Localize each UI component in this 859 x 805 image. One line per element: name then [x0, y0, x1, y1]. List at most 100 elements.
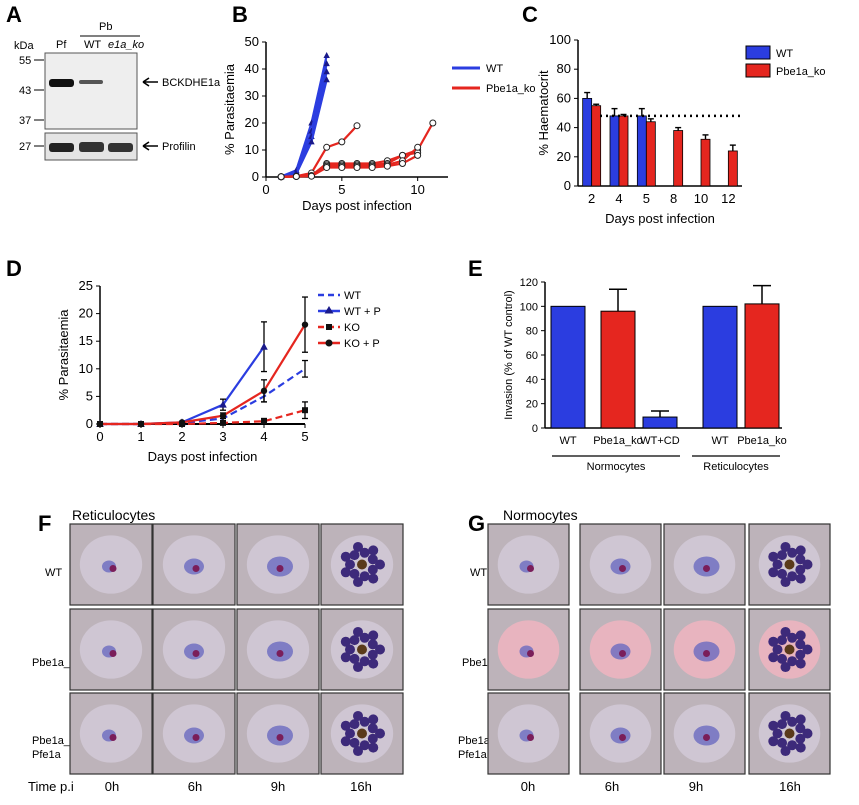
b-point — [338, 164, 346, 172]
legend-c-wt-swatch — [745, 45, 771, 60]
merozoite — [367, 723, 378, 734]
arrow-bckdhe1a — [142, 77, 158, 87]
merozoite — [349, 568, 360, 579]
c-bar — [609, 115, 620, 187]
merozoite — [368, 714, 379, 725]
d-point — [301, 321, 309, 328]
d-point — [302, 407, 308, 414]
e-bar — [744, 303, 780, 429]
chart-d-parasitaemia: 0 5 10 15 20 25 0 1 2 3 4 5 Days post infection % Par… — [56, 278, 309, 464]
parasite-nucleus — [276, 565, 284, 572]
c-xtick-label: 2 — [588, 191, 595, 206]
row-label-f-wt: WT — [45, 567, 62, 579]
d-series-line — [100, 367, 306, 426]
mw-marker-37: 37 — [19, 115, 31, 127]
merozoite — [349, 653, 360, 664]
arrow-profilin — [142, 141, 158, 151]
b-xtick-label: 0 — [262, 182, 269, 197]
lane-label-ko: e1a_ko — [108, 39, 144, 51]
e-ytick-label: 40 — [526, 374, 538, 386]
parasite-nucleus — [619, 650, 626, 657]
c-bar — [673, 130, 684, 187]
col-label-f-9h: 9h — [271, 779, 285, 794]
merozoite — [795, 723, 806, 734]
parasite-nucleus — [109, 565, 117, 572]
band-profilin-pf — [49, 143, 74, 152]
merozoite — [802, 559, 813, 570]
blot-bckdhe1a — [44, 52, 138, 130]
c-xtick-label: 8 — [670, 191, 677, 206]
micrograph-grid-reticulocytes — [69, 523, 404, 775]
e-bar — [600, 310, 636, 429]
merozoite — [340, 736, 351, 747]
band-profilin-ko — [108, 143, 133, 152]
merozoite — [795, 742, 806, 753]
b-xtick-label: 10 — [410, 182, 424, 197]
b-series-line — [281, 154, 419, 178]
d-point — [219, 412, 227, 419]
panel-letter-a: A — [6, 2, 22, 27]
merozoite — [780, 626, 791, 637]
b-point — [323, 143, 331, 151]
panel-f-title: Reticulocytes — [72, 507, 155, 523]
parasite-nucleus — [527, 650, 534, 657]
merozoite — [345, 644, 355, 655]
merozoite — [777, 653, 788, 664]
d-point — [260, 387, 268, 395]
b-ytick-label: 30 — [245, 88, 259, 103]
b-point — [414, 143, 422, 151]
panel-letter-d: D — [6, 256, 22, 281]
b-x-axis-title: Days post infection — [302, 198, 412, 213]
b-point — [323, 164, 331, 172]
b-point — [292, 172, 300, 180]
merozoite — [367, 649, 378, 660]
merozoite — [795, 639, 806, 650]
merozoite — [367, 639, 378, 650]
b-point — [429, 119, 437, 127]
merozoite — [340, 652, 351, 663]
b-point — [338, 138, 346, 146]
merozoite — [777, 737, 788, 748]
merozoite — [349, 719, 360, 730]
merozoite — [768, 736, 779, 747]
merozoite — [368, 630, 379, 641]
merozoite — [352, 541, 363, 552]
panel-letter-c: C — [522, 2, 538, 27]
b-point — [277, 173, 285, 181]
b-ytick-label: 20 — [245, 115, 259, 130]
col-label-f-0h: 0h — [105, 779, 119, 794]
parasite-nucleus — [109, 650, 117, 657]
hemozoin — [357, 728, 367, 739]
merozoite — [359, 740, 370, 751]
merozoite — [780, 541, 791, 552]
d-point — [260, 342, 268, 350]
c-x-axis-title: Days post infection — [605, 211, 715, 226]
merozoite — [349, 737, 360, 748]
panel-g-title: Normocytes — [503, 507, 578, 523]
merozoite — [802, 644, 813, 655]
merozoite — [368, 545, 379, 556]
lane-label-wt: WT — [84, 39, 101, 51]
d-point — [178, 419, 186, 426]
mw-marker-27: 27 — [19, 141, 31, 153]
mw-marker-43: 43 — [19, 85, 31, 97]
d-ytick-label: 20 — [79, 306, 93, 321]
parasite-nucleus — [276, 734, 284, 741]
merozoite — [787, 716, 798, 727]
c-xtick-label: 5 — [643, 191, 650, 206]
merozoite — [795, 573, 806, 584]
merozoite — [780, 710, 791, 721]
panel-letter-b: B — [232, 2, 248, 27]
hemozoin — [784, 728, 795, 739]
parasite-nucleus — [703, 565, 710, 572]
merozoite — [359, 632, 370, 643]
d-xtick-label: 5 — [301, 429, 308, 444]
legend-c-wt: WT — [776, 48, 793, 60]
b-point — [323, 76, 330, 83]
merozoite — [795, 733, 806, 744]
merozoite — [367, 564, 378, 575]
col-label-g-9h: 9h — [689, 779, 703, 794]
e-xtick-label: Pbe1a_ko — [737, 435, 787, 447]
parasite-nucleus — [619, 565, 626, 572]
